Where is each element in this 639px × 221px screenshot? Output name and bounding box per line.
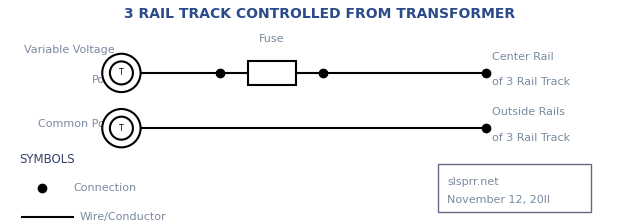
Text: 3 RAIL TRACK CONTROLLED FROM TRANSFORMER: 3 RAIL TRACK CONTROLLED FROM TRANSFORMER bbox=[124, 7, 515, 21]
Ellipse shape bbox=[102, 54, 141, 92]
Bar bbox=[438, 164, 591, 212]
Text: Outside Rails: Outside Rails bbox=[492, 107, 565, 117]
Ellipse shape bbox=[110, 61, 133, 84]
Text: of 3 Rail Track: of 3 Rail Track bbox=[492, 77, 570, 87]
Text: Wire/Conductor: Wire/Conductor bbox=[80, 211, 167, 221]
Ellipse shape bbox=[110, 117, 133, 140]
Text: slsprr.net: slsprr.net bbox=[447, 177, 499, 187]
Text: Post: Post bbox=[92, 75, 115, 85]
Text: Fuse: Fuse bbox=[259, 34, 284, 44]
Text: T: T bbox=[119, 69, 124, 77]
Text: November 12, 20ll: November 12, 20ll bbox=[447, 195, 550, 205]
Text: SYMBOLS: SYMBOLS bbox=[19, 153, 75, 166]
Text: T: T bbox=[119, 124, 124, 133]
Text: Variable Voltage: Variable Voltage bbox=[24, 45, 115, 55]
Ellipse shape bbox=[102, 109, 141, 147]
Text: Center Rail: Center Rail bbox=[492, 52, 554, 62]
Text: Common Post: Common Post bbox=[38, 119, 115, 129]
Text: Connection: Connection bbox=[73, 183, 137, 193]
Text: of 3 Rail Track: of 3 Rail Track bbox=[492, 133, 570, 143]
Bar bbox=[248, 61, 295, 85]
